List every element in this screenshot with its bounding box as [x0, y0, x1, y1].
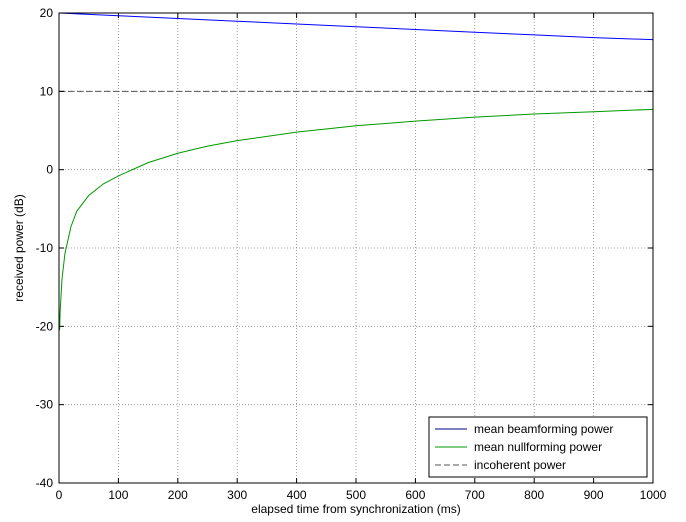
x-tick-label: 200	[168, 488, 188, 502]
x-tick-label: 800	[524, 488, 544, 502]
grid	[59, 13, 653, 483]
legend-label: mean nullforming power	[474, 440, 602, 454]
x-tick-label: 300	[227, 488, 247, 502]
y-tick-label: -10	[36, 241, 54, 255]
legend-label: mean beamforming power	[474, 422, 613, 436]
y-tick-label: -40	[36, 476, 54, 490]
x-tick-label: 500	[346, 488, 366, 502]
series-line-0	[58, 12, 654, 41]
legend-label: incoherent power	[474, 458, 566, 472]
y-tick-label: -30	[36, 398, 54, 412]
legend: mean beamforming power mean nullforming p…	[428, 416, 648, 478]
x-tick-label: 1000	[640, 488, 667, 502]
series-lines	[58, 12, 654, 331]
y-tick-label: -20	[36, 319, 54, 333]
series-line-1	[59, 108, 654, 331]
x-tick-label: 0	[56, 488, 63, 502]
x-axis-label: elapsed time from synchronization (ms)	[251, 502, 460, 516]
x-tick-label: 600	[405, 488, 425, 502]
x-tick-label: 900	[584, 488, 604, 502]
x-tick-label: 100	[108, 488, 128, 502]
y-axis-label: received power (dB)	[12, 194, 26, 301]
y-tick-label: 10	[40, 84, 54, 98]
axis-ticks: 0 100 200 300 400 500 600 700 800 900 1000-40-30-2…	[36, 6, 667, 502]
y-tick-label: 20	[40, 6, 54, 20]
x-tick-label: 400	[287, 488, 307, 502]
y-tick-label: 0	[46, 163, 53, 177]
x-tick-label: 700	[465, 488, 485, 502]
